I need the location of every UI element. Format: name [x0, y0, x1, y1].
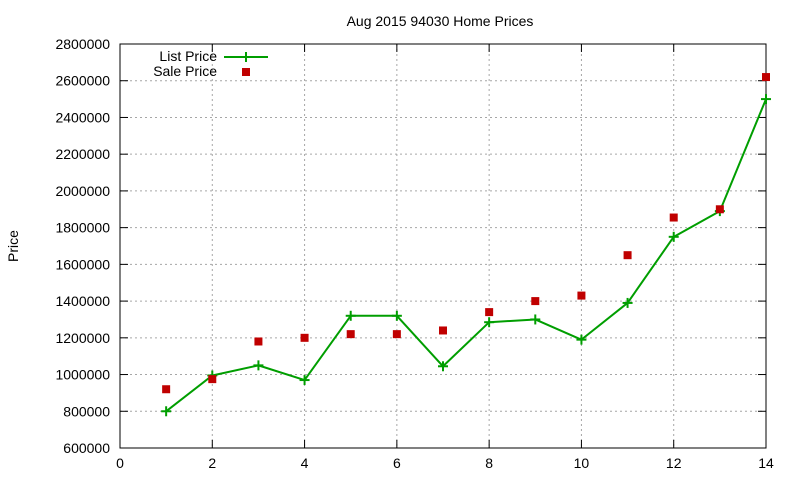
list-price-point	[761, 94, 771, 105]
list-price-point	[668, 231, 679, 242]
sale-price-point	[669, 213, 678, 222]
list-price-point	[161, 406, 172, 417]
sale-price-point	[162, 385, 171, 394]
sale-price-point	[300, 333, 309, 342]
x-tick-label: 6	[393, 455, 401, 471]
sale-price-point	[531, 297, 540, 306]
x-axis-ticks: 0 2 4 6 8 10 12 14	[116, 44, 774, 471]
y-tick-label: 2600000	[55, 73, 110, 89]
series-line-list-price	[165, 98, 767, 413]
y-axis-ticks: 600000 800000 1000000 1200000 1400000 1600000…	[55, 36, 766, 456]
y-tick-label: 1800000	[55, 220, 110, 236]
sale-price-point	[254, 337, 263, 346]
y-axis-label: Price	[5, 230, 21, 262]
list-price-point	[622, 297, 633, 308]
list-price-point	[253, 360, 264, 371]
list-price-point	[484, 317, 495, 328]
y-tick-label: 800000	[63, 403, 110, 419]
list-price-point	[299, 375, 310, 386]
y-tick-label: 1200000	[55, 330, 110, 346]
x-tick-label: 10	[574, 455, 590, 471]
sale-price-point	[346, 330, 355, 339]
y-tick-label: 600000	[63, 440, 110, 456]
y-tick-label: 1600000	[55, 256, 110, 272]
list-price-point	[530, 314, 541, 325]
x-tick-label: 0	[116, 455, 124, 471]
legend-marker-sale-price	[242, 68, 250, 76]
x-tick-label: 12	[666, 455, 682, 471]
sale-price-point	[577, 291, 586, 300]
y-tick-label: 2000000	[55, 183, 110, 199]
y-tick-label: 2200000	[55, 146, 110, 162]
legend: List Price Sale Price	[153, 48, 268, 79]
y-tick-label: 1400000	[55, 293, 110, 309]
sale-price-point	[485, 308, 494, 317]
legend-label-sale-price: Sale Price	[153, 63, 217, 79]
list-price-point	[345, 310, 356, 321]
plot-frame	[119, 43, 767, 449]
y-tick-label: 2400000	[55, 109, 110, 125]
list-price-point	[576, 334, 587, 345]
x-tick-label: 8	[485, 455, 493, 471]
sale-price-point	[762, 73, 770, 82]
legend-marker-list-price	[241, 52, 251, 62]
sale-price-point	[439, 326, 447, 335]
list-price-point	[438, 361, 448, 372]
y-tick-label: 1000000	[55, 367, 110, 383]
sale-price-point	[392, 330, 401, 339]
legend-label-list-price: List Price	[159, 48, 217, 64]
sale-price-point	[715, 205, 724, 214]
x-tick-label: 2	[208, 455, 216, 471]
sale-price-point	[208, 375, 217, 384]
data-series	[161, 73, 771, 417]
y-tick-label: 2800000	[55, 36, 110, 52]
sale-price-point	[623, 251, 632, 260]
list-price-point	[391, 310, 402, 321]
x-tick-label: 14	[758, 455, 774, 471]
x-tick-label: 4	[301, 455, 309, 471]
chart-title: Aug 2015 94030 Home Prices	[347, 13, 534, 29]
